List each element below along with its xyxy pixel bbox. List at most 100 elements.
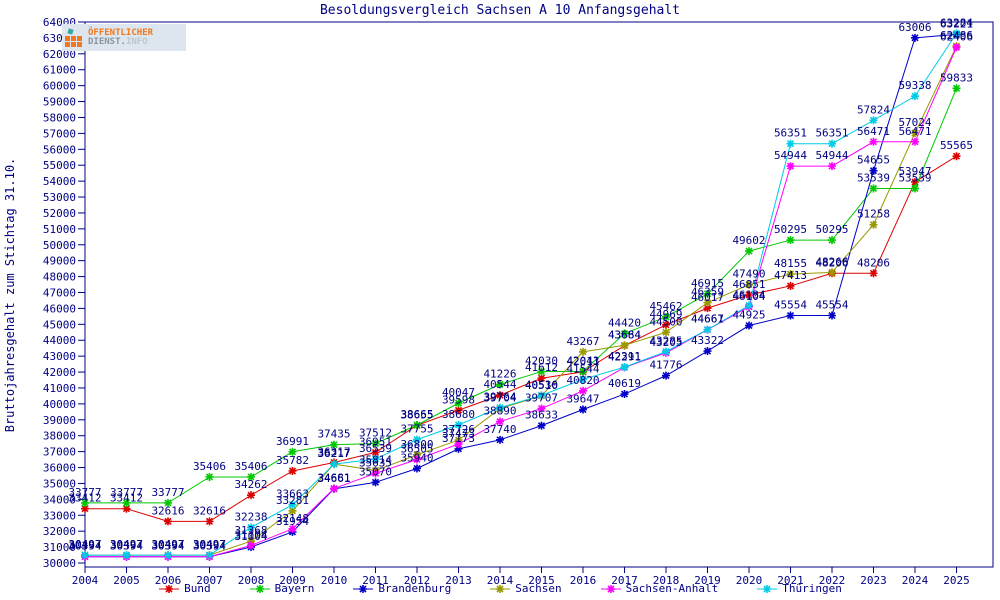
legend-label: Sachsen xyxy=(515,582,562,595)
point-label: 59833 xyxy=(940,71,973,84)
y-tick-label: 33000 xyxy=(43,509,76,522)
y-tick-label: 43000 xyxy=(43,350,76,363)
y-tick-label: 60000 xyxy=(43,80,76,93)
x-tick-label: 2007 xyxy=(196,574,223,587)
point-label: 37512 xyxy=(359,426,392,439)
y-tick-label: 30000 xyxy=(43,557,76,570)
point-label: 45462 xyxy=(649,300,682,313)
x-tick-label: 2013 xyxy=(445,574,472,587)
y-tick-label: 49000 xyxy=(43,255,76,268)
chart-legend: Bund Bayern Brandenburg Sachsen Sachsen-Anha… xyxy=(0,582,1000,595)
point-label: 43322 xyxy=(691,334,724,347)
y-tick-label: 32000 xyxy=(43,525,76,538)
y-tick-label: 58000 xyxy=(43,111,76,124)
point-label: 41612 xyxy=(525,361,558,374)
point-label: 59338 xyxy=(898,79,931,92)
point-label: 36991 xyxy=(276,435,309,448)
series-markers-bayern xyxy=(81,84,961,507)
legend-item-bayern: Bayern xyxy=(249,582,315,595)
x-tick-label: 2008 xyxy=(238,574,265,587)
series-line-bayern xyxy=(85,88,957,504)
y-tick-label: 31000 xyxy=(43,541,76,554)
point-label: 36317 xyxy=(317,445,350,458)
point-label: 42043 xyxy=(566,354,599,367)
point-label: 31368 xyxy=(234,524,267,537)
point-label: 39707 xyxy=(525,392,558,405)
point-label: 44667 xyxy=(691,313,724,326)
logo-line2-info: INFO xyxy=(125,36,148,47)
y-tick-label: 56000 xyxy=(43,143,76,156)
point-label: 36217 xyxy=(317,447,350,460)
point-label: 31104 xyxy=(234,528,267,541)
point-label: 34681 xyxy=(317,472,350,485)
x-tick-label: 2025 xyxy=(943,574,970,587)
point-label: 63284 xyxy=(940,16,973,29)
point-label: 35406 xyxy=(234,460,267,473)
point-label: 42011 xyxy=(566,355,599,368)
point-label: 33412 xyxy=(68,492,101,505)
point-label: 44420 xyxy=(608,317,641,330)
y-tick-label: 47000 xyxy=(43,287,76,300)
point-label: 33281 xyxy=(276,494,309,507)
point-label: 40536 xyxy=(525,378,558,391)
point-label: 30394 xyxy=(151,540,184,553)
legend-label: Thüringen xyxy=(782,582,842,595)
logo-line1: ÖFFENTLICHER xyxy=(88,27,154,38)
point-label: 30497 xyxy=(110,538,143,551)
point-label: 38680 xyxy=(442,408,475,421)
point-label: 39764 xyxy=(483,391,516,404)
x-tick-label: 2014 xyxy=(487,574,514,587)
point-label: 63221 xyxy=(940,17,973,30)
point-label: 32616 xyxy=(151,504,184,517)
point-label: 53947 xyxy=(898,165,931,178)
y-tick-label: 53000 xyxy=(43,191,76,204)
x-tick-label: 2005 xyxy=(113,574,140,587)
point-label: 30497 xyxy=(110,538,143,551)
plot-frame xyxy=(84,21,994,568)
plot-area: 30000 31000 32000 33000 34000 35000 36000 37000… xyxy=(43,16,994,587)
legend-marker-icon xyxy=(490,584,511,593)
point-label: 53539 xyxy=(857,171,890,184)
point-label: 46104 xyxy=(732,290,765,303)
point-label: 46851 xyxy=(732,278,765,291)
point-label: 37435 xyxy=(317,428,350,441)
legend-marker-icon xyxy=(757,584,778,593)
point-label: 37740 xyxy=(483,423,516,436)
point-label: 36539 xyxy=(359,442,392,455)
logo-line2-dienst: DIENST. xyxy=(88,36,126,47)
series-line-brandenburg xyxy=(85,33,957,558)
point-label: 32616 xyxy=(193,504,226,517)
y-tick-label: 34000 xyxy=(43,493,76,506)
point-label: 33663 xyxy=(276,488,309,501)
x-tick-label: 2019 xyxy=(694,574,721,587)
point-label: 30497 xyxy=(193,538,226,551)
point-label: 31954 xyxy=(276,515,309,528)
point-label: 39704 xyxy=(483,392,516,405)
point-label: 56471 xyxy=(857,125,890,138)
x-tick-label: 2022 xyxy=(819,574,846,587)
legend-marker-icon xyxy=(353,584,374,593)
y-tick-label: 38000 xyxy=(43,430,76,443)
logo-text: ÖFFENTLICHER DIENST.INFO xyxy=(88,27,154,47)
point-label: 35782 xyxy=(276,454,309,467)
y-tick-label: 44000 xyxy=(43,334,76,347)
point-label: 33777 xyxy=(110,486,143,499)
point-label: 40619 xyxy=(608,377,641,390)
point-label: 54655 xyxy=(857,154,890,167)
point-label: 48206 xyxy=(815,256,848,269)
point-label: 34661 xyxy=(317,472,350,485)
point-label: 31004 xyxy=(234,530,267,543)
x-tick-label: 2004 xyxy=(72,574,99,587)
y-tick-label: 35000 xyxy=(43,477,76,490)
point-label: 37726 xyxy=(442,423,475,436)
point-label: 34262 xyxy=(234,478,267,491)
y-tick-label: 37000 xyxy=(43,446,76,459)
point-label: 48206 xyxy=(857,256,890,269)
point-label: 44925 xyxy=(732,309,765,322)
legend-label: Bayern xyxy=(274,582,315,595)
point-label: 36800 xyxy=(400,438,433,451)
point-label: 30497 xyxy=(151,538,184,551)
series-markers-brandenburg xyxy=(81,30,961,561)
